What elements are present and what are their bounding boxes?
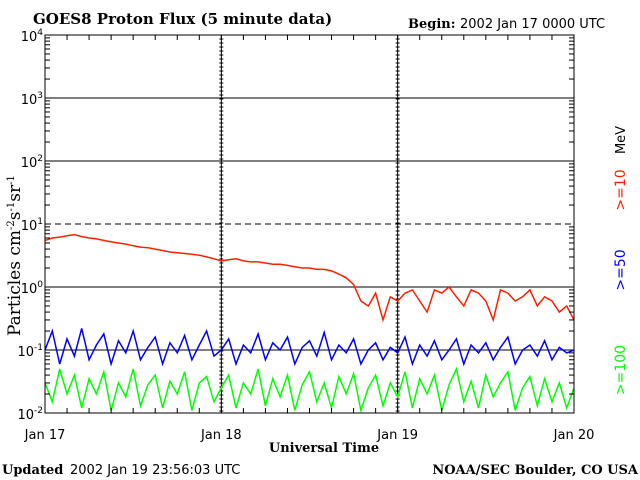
x-tick-label: Jan 19: [376, 428, 418, 443]
x-axis-label: Universal Time: [269, 441, 379, 456]
legend-entry: >=100: [613, 345, 629, 395]
series-line-gte50: [44, 328, 575, 367]
updated-label: Updated: [2, 463, 63, 478]
series-line-gte100: [44, 366, 575, 414]
begin-label: Begin:: [408, 17, 456, 32]
y-tick-label: 103: [21, 91, 43, 108]
legend-unit: MeV: [614, 126, 629, 154]
legend-entry: >=10: [613, 169, 629, 210]
y-tick-label: 10-2: [17, 406, 43, 423]
series-line-gte10: [44, 233, 575, 323]
y-tick-label: 101: [21, 217, 43, 234]
y-tick-label: 104: [21, 28, 44, 45]
y-tick-label: 100: [21, 280, 44, 297]
begin-value: 2002 Jan 17 0000 UTC: [460, 17, 605, 32]
x-tick-label: Jan 18: [200, 428, 242, 443]
x-tick-label: Jan 20: [553, 428, 595, 443]
y-axis-label: Particles cm-2s-1sr-1: [5, 175, 25, 336]
updated-value: 2002 Jan 19 23:56:03 UTC: [70, 463, 240, 478]
chart-title: GOES8 Proton Flux (5 minute data): [33, 10, 332, 28]
legend-entry: >=50: [613, 249, 629, 290]
credit-label: NOAA/SEC Boulder, CO USA: [432, 463, 639, 478]
y-tick-label: 10-1: [17, 343, 43, 360]
x-tick-label: Jan 17: [24, 428, 66, 443]
y-tick-label: 102: [21, 154, 43, 171]
